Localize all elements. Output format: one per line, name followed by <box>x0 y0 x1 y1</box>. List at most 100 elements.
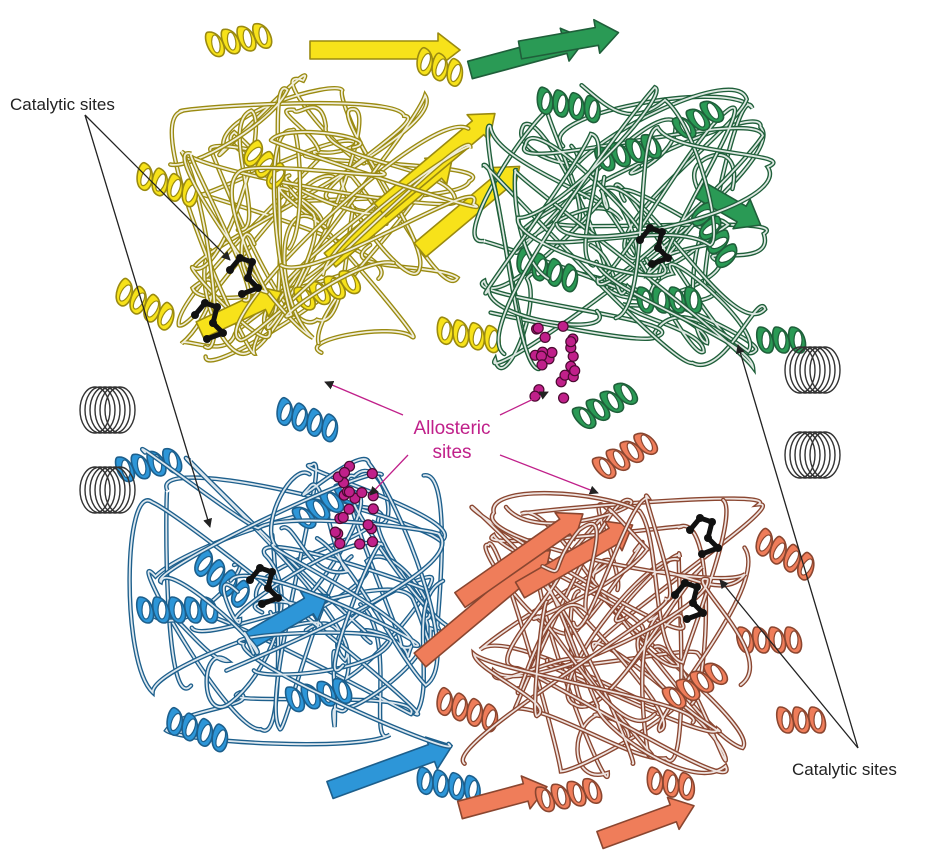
green-loop-highlight <box>523 106 764 286</box>
blue-loop-highlight <box>165 603 413 746</box>
salmon-strand-2-body <box>514 520 634 599</box>
allosteric-site-bottom-atom <box>362 519 374 531</box>
coil-left-top <box>104 386 136 434</box>
catalytic-site-salmon-2-atom <box>699 609 707 617</box>
side-helix-coils <box>79 346 841 514</box>
coil-left-top <box>84 386 116 434</box>
blue-helix-4-turn-inner <box>326 492 340 510</box>
catalytic-site-green-atom <box>646 224 654 232</box>
salmon-helix-0-turn-inner <box>598 458 612 476</box>
blue-helix-3-turn-inner <box>310 413 322 433</box>
salmon-helix-4-turn-inner <box>455 698 467 717</box>
yellow-helix-1 <box>204 23 273 58</box>
salmon-subunit <box>413 432 827 850</box>
salmon-helix-5 <box>646 766 696 801</box>
salmon-helix-0 <box>591 432 659 480</box>
allosteric-site-bottom-atom <box>367 503 379 515</box>
green-helix-7-turn-inner <box>793 330 803 350</box>
yellow-subunit <box>115 23 521 363</box>
coil-right-top <box>789 346 821 394</box>
catalytic-site-yellow-2-atom <box>191 311 199 319</box>
yellow-helix-6-turn-inner <box>450 63 462 83</box>
salmon-helix-7-turn-inner <box>781 710 791 730</box>
yellow-loop-highlight <box>170 93 428 355</box>
yellow-helix-0-turn-inner <box>140 167 152 187</box>
salmon-helix-1-turn-inner <box>758 534 772 552</box>
green-subunit <box>466 18 807 430</box>
blue-loop-highlight <box>280 458 439 687</box>
green-helix-4-turn-inner <box>718 250 736 264</box>
green-helix-4-turn-inner <box>710 236 728 250</box>
catalytic-arrow-top-left-a <box>84 114 212 528</box>
yellow-helix-1-turn-inner <box>211 34 221 54</box>
coil-right-top <box>804 346 836 394</box>
catalytic-site-yellow-2-atom <box>213 303 221 311</box>
salmon-strand-3 <box>596 796 695 850</box>
coil-right-bottom <box>794 431 826 479</box>
allosteric-arrow-2 <box>499 391 549 416</box>
catalytic-site-yellow-2-atom <box>203 335 211 343</box>
catalytic-site-salmon-2-atom <box>689 599 697 607</box>
catalytic-site-salmon-atom <box>698 550 706 558</box>
salmon-helix-3 <box>661 662 729 710</box>
blue-strand-0-body <box>326 736 453 800</box>
blue-helix-1-turn-inner <box>173 600 183 620</box>
catalytic-site-yellow-2-atom <box>219 329 227 337</box>
green-helix-3-turn-inner <box>689 290 699 310</box>
yellow-helix-4 <box>436 316 501 354</box>
green-helix-1-turn-inner <box>631 140 642 160</box>
blue-helix-1-turn-inner <box>141 600 151 620</box>
yellow-helix-2-turn-inner <box>146 300 160 318</box>
green-helix-4 <box>690 201 738 269</box>
green-helix-5-turn-inner <box>606 392 620 410</box>
allosteric-site-bottom-atom <box>366 536 379 548</box>
blue-helix-2-turn-inner <box>215 729 227 748</box>
green-helix-6-turn-inner <box>706 102 720 120</box>
blue-helix-6 <box>194 548 250 608</box>
green-helix-5-turn-inner <box>592 400 606 418</box>
salmon-strand-1 <box>454 511 584 609</box>
yellow-helix-2-turn-inner <box>160 308 174 326</box>
salmon-strand-2 <box>514 520 634 599</box>
yellow-helix-2-turn-inner <box>118 284 132 302</box>
coil-right-top <box>809 346 841 394</box>
allosteric-site-top-atom <box>532 322 544 334</box>
salmon-helix-4-turn-inner <box>485 709 497 728</box>
green-helix-5-turn-inner <box>578 408 592 426</box>
catalytic-sites-label-bottom-right: Catalytic sites <box>792 760 897 779</box>
salmon-helix-1 <box>755 527 815 581</box>
blue-loop-top-highlight <box>141 448 444 672</box>
salmon-helix-4 <box>436 686 499 733</box>
salmon-loop-highlight <box>505 499 683 762</box>
allosteric-arrow-1 <box>324 381 404 416</box>
catalytic-site-blue-atom <box>246 576 254 584</box>
green-loop-highlight <box>489 244 752 353</box>
allosteric-site-top-atom <box>546 346 558 359</box>
catalytic-site-salmon-2-atom <box>671 591 679 599</box>
allosteric-site-top-atom <box>557 392 570 404</box>
coil-right-top <box>784 346 816 394</box>
yellow-helix-6 <box>416 46 464 87</box>
green-helix-7-turn-inner <box>777 330 787 350</box>
catalytic-site-blue-atom <box>274 594 282 602</box>
allosteric-site-bottom-atom <box>343 503 355 515</box>
green-helix-0 <box>536 86 601 124</box>
salmon-helix-6-turn-inner <box>556 786 567 806</box>
salmon-helix-4-turn-inner <box>470 703 482 723</box>
coil-left-top <box>94 386 126 434</box>
allosteric-arrow-3 <box>369 454 409 496</box>
catalytic-arrow-bottom-right-a <box>735 344 859 749</box>
catalytic-site-salmon-atom <box>696 514 704 522</box>
salmon-helix-2 <box>735 626 803 654</box>
salmon-helix-3-turn-inner <box>710 664 724 682</box>
allosteric-sites-label-line1: Allosteric <box>413 418 490 439</box>
catalytic-site-yellow-2-atom <box>209 319 217 327</box>
catalytic-site-yellow-atom <box>238 290 246 298</box>
catalytic-site-salmon-atom <box>708 518 716 526</box>
catalytic-site-salmon-atom <box>714 544 722 552</box>
yellow-helix-6-turn-inner <box>420 52 432 72</box>
yellow-helix-4-turn-inner <box>441 321 451 341</box>
allosteric-site-top-atom <box>565 336 577 348</box>
blue-subunit <box>114 396 481 804</box>
catalytic-site-green-atom <box>648 260 656 268</box>
